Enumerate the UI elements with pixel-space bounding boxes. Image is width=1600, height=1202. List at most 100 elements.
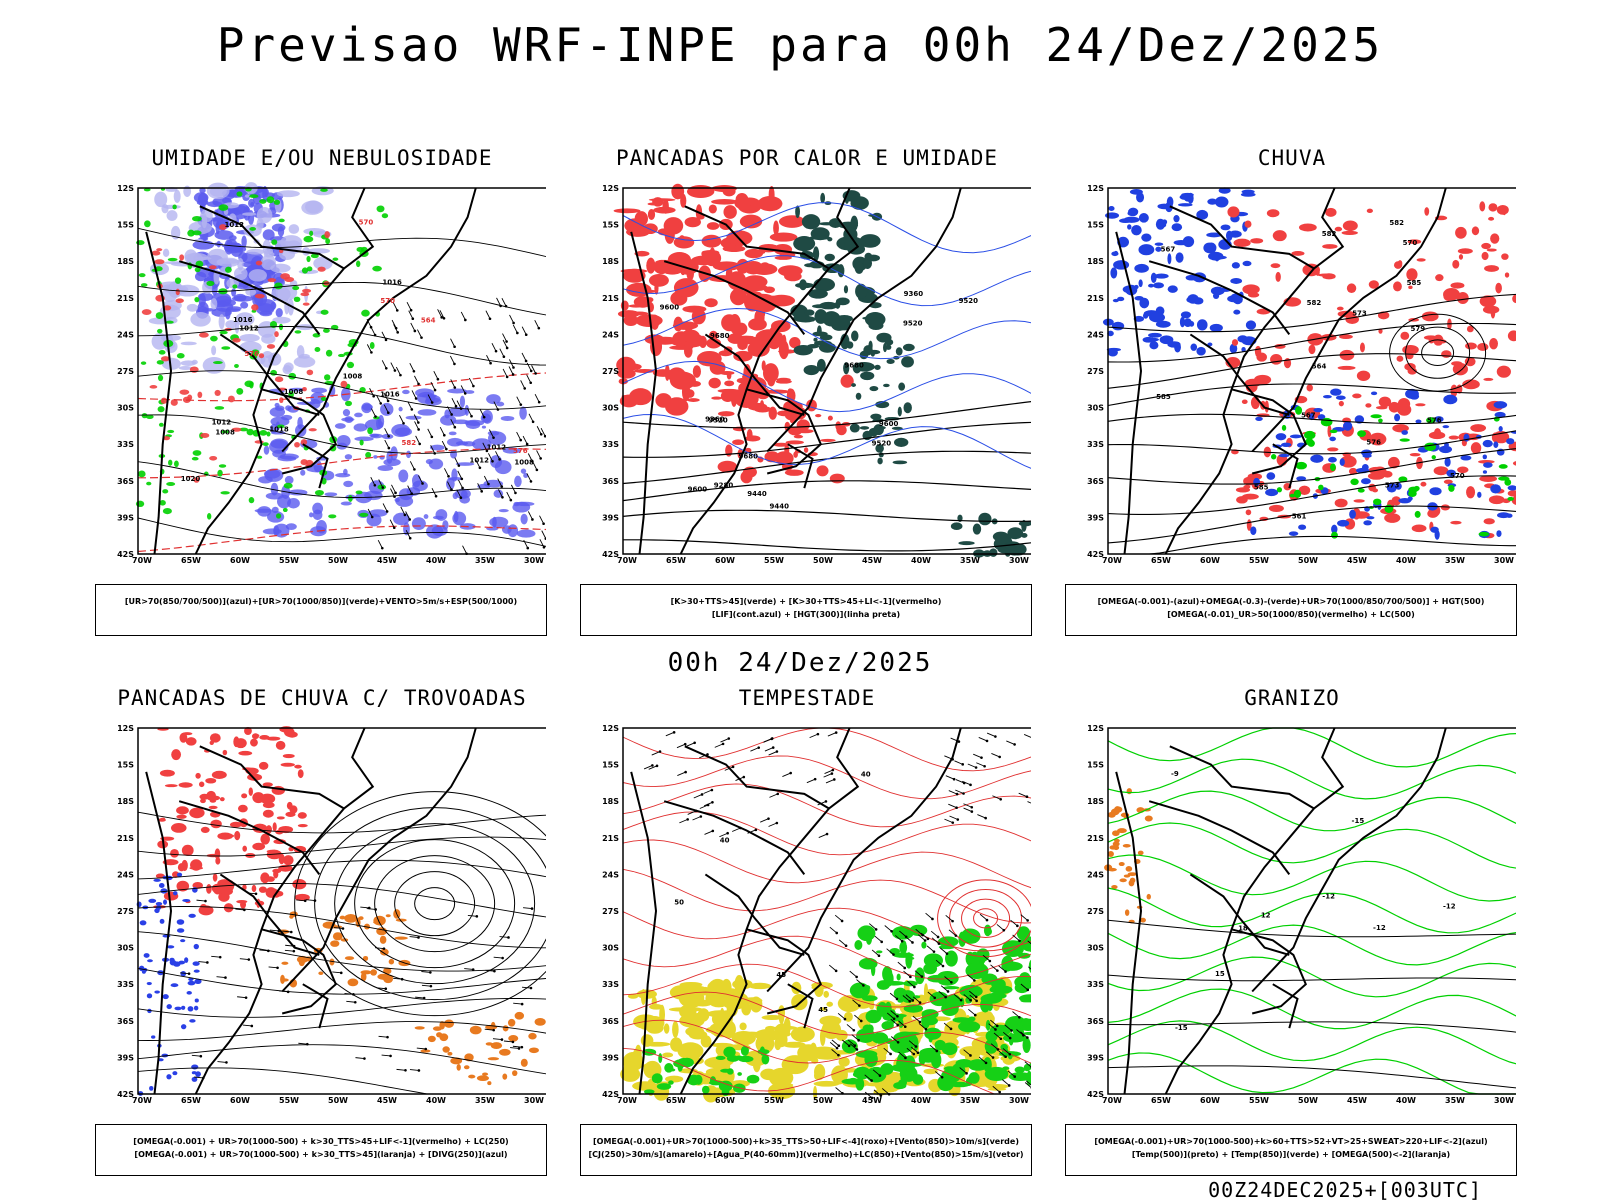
shaded-area bbox=[672, 1021, 679, 1038]
shaded-area bbox=[1176, 252, 1184, 262]
shaded-area bbox=[868, 350, 880, 354]
shaded-area bbox=[856, 393, 862, 400]
shaded-area bbox=[693, 1000, 712, 1007]
shaded-area bbox=[797, 429, 814, 433]
lon-tick-label: 60W bbox=[715, 1096, 735, 1105]
wind-vector-head bbox=[1009, 1037, 1012, 1040]
wind-vector bbox=[715, 744, 723, 748]
shaded-area bbox=[313, 509, 323, 520]
contour-label: 570 bbox=[380, 297, 395, 305]
shaded-area bbox=[876, 950, 882, 953]
shaded-area bbox=[356, 490, 363, 494]
shaded-area bbox=[528, 1033, 536, 1040]
shaded-area bbox=[1181, 193, 1194, 197]
lon-tick-label: 55W bbox=[279, 1096, 299, 1105]
contour-line bbox=[1108, 975, 1516, 981]
shaded-area bbox=[1501, 253, 1508, 260]
shaded-area bbox=[668, 1080, 674, 1084]
wind-vector bbox=[944, 819, 952, 823]
shaded-area bbox=[727, 372, 732, 379]
shaded-area bbox=[1483, 462, 1493, 468]
lon-tick-label: 30W bbox=[1494, 1096, 1514, 1105]
shaded-area bbox=[181, 1006, 185, 1010]
contour-label: 50 bbox=[674, 898, 684, 906]
shaded-area bbox=[1412, 525, 1427, 533]
wind-vector-head bbox=[396, 309, 399, 312]
shaded-area bbox=[1160, 337, 1166, 344]
shaded-area bbox=[179, 254, 184, 260]
shaded-area bbox=[894, 438, 908, 447]
wind-vector-head bbox=[512, 1041, 515, 1044]
wind-vector-head bbox=[933, 950, 936, 953]
shaded-area bbox=[1148, 333, 1162, 338]
wind-vector-head bbox=[386, 1036, 389, 1039]
legend-line: [OMEGA(-0.001) + UR>70(1000-500) + k>30_… bbox=[96, 1135, 546, 1148]
shaded-area bbox=[460, 396, 465, 408]
shaded-area bbox=[182, 845, 194, 856]
wind-vector-head bbox=[245, 996, 248, 999]
shaded-area bbox=[174, 190, 181, 203]
wind-vector-head bbox=[304, 899, 307, 902]
wind-vector bbox=[522, 353, 526, 361]
lat-tick-label: 18S bbox=[1087, 257, 1104, 266]
shaded-area bbox=[1266, 472, 1275, 480]
shaded-area bbox=[177, 928, 184, 933]
shaded-area bbox=[679, 341, 695, 346]
wind-vector-head bbox=[924, 939, 927, 942]
wind-vector-head bbox=[656, 765, 659, 768]
wind-vector bbox=[826, 779, 834, 783]
wind-vector-head bbox=[472, 385, 475, 388]
wind-vector-head bbox=[1003, 929, 1006, 932]
shaded-area bbox=[220, 491, 229, 494]
wind-vector-head bbox=[919, 1021, 922, 1024]
lat-tick-label: 30S bbox=[602, 944, 619, 953]
lon-tick-label: 35W bbox=[960, 556, 980, 565]
shaded-area bbox=[989, 548, 997, 557]
wind-vector-head bbox=[776, 750, 779, 753]
contour-line bbox=[623, 415, 1031, 471]
shaded-area bbox=[225, 267, 232, 273]
shaded-area bbox=[1131, 225, 1142, 235]
wind-vector-head bbox=[381, 547, 384, 550]
shaded-area bbox=[286, 523, 297, 530]
wind-vector bbox=[750, 748, 758, 752]
wind-vector-head bbox=[944, 996, 947, 999]
shaded-area bbox=[412, 517, 426, 530]
contour-label: 585 bbox=[1407, 279, 1422, 287]
shaded-area bbox=[226, 308, 240, 312]
wind-vector-head bbox=[507, 936, 510, 939]
wind-vector bbox=[828, 733, 836, 737]
wind-vector-head bbox=[911, 941, 914, 944]
contour-label: 564 bbox=[1312, 362, 1327, 370]
shaded-area bbox=[303, 236, 313, 242]
shaded-area bbox=[1271, 454, 1276, 459]
shaded-area bbox=[747, 1075, 760, 1084]
contour-label: 1012 bbox=[212, 419, 232, 427]
shaded-area bbox=[924, 953, 943, 967]
shaded-area bbox=[1276, 433, 1287, 440]
wind-vector-head bbox=[975, 1000, 978, 1003]
lon-tick-label: 60W bbox=[230, 556, 250, 565]
wind-vector bbox=[469, 378, 473, 386]
shaded-area bbox=[819, 222, 835, 225]
shaded-area bbox=[148, 899, 156, 903]
shaded-area bbox=[1376, 406, 1388, 409]
wind-vector-head bbox=[831, 772, 834, 775]
shaded-area bbox=[294, 297, 301, 302]
wind-vector bbox=[954, 761, 962, 765]
shaded-area bbox=[242, 846, 247, 852]
shaded-area bbox=[154, 259, 164, 264]
shaded-area bbox=[194, 297, 199, 302]
wind-vector-head bbox=[1009, 1053, 1012, 1056]
shaded-area bbox=[173, 961, 181, 966]
shaded-area bbox=[263, 810, 274, 818]
wind-vector bbox=[371, 409, 375, 417]
shaded-area bbox=[503, 1025, 509, 1031]
shaded-area bbox=[1113, 299, 1119, 302]
shaded-area bbox=[481, 413, 491, 423]
wind-vector bbox=[760, 819, 768, 823]
panel-title: PANCADAS POR CALOR E UMIDADE bbox=[577, 146, 1037, 170]
shaded-area bbox=[219, 464, 226, 467]
shaded-area bbox=[517, 529, 536, 537]
wind-vector-head bbox=[538, 401, 541, 404]
